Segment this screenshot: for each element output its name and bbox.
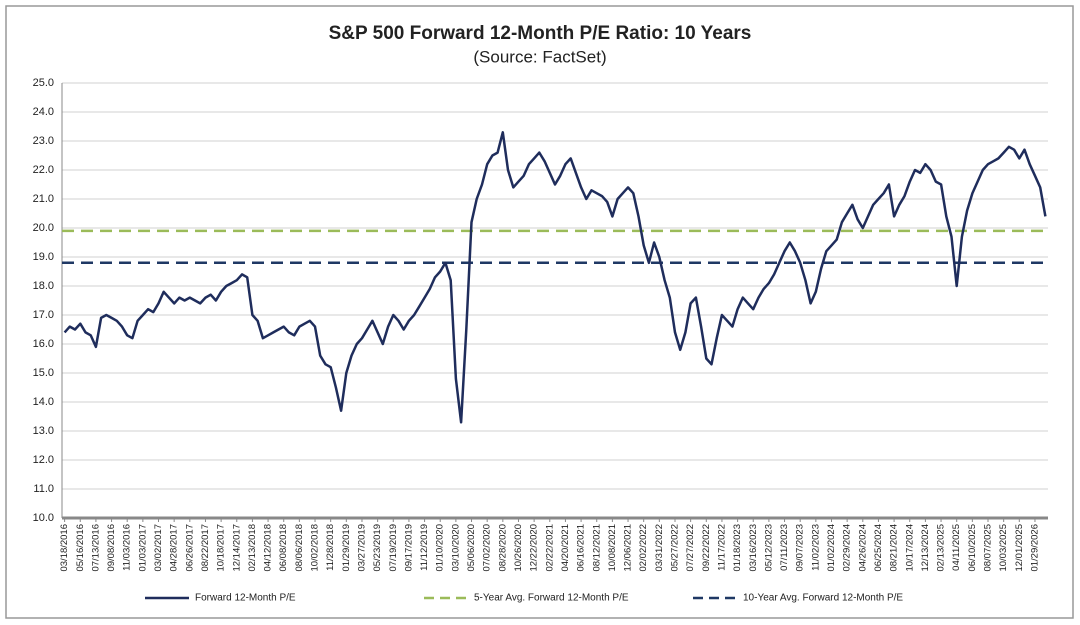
y-tick-label: 13.0 [33, 425, 54, 437]
x-tick-label: 09/22/2022 [701, 524, 712, 572]
x-tick-label: 04/28/2017 [169, 524, 180, 572]
x-tick-label: 07/19/2019 [388, 524, 399, 572]
x-tick-label: 08/21/2024 [889, 524, 900, 572]
x-tick-label: 02/13/2025 [936, 524, 947, 572]
x-tick-label: 01/02/2024 [826, 524, 837, 572]
x-tick-label: 11/03/2016 [122, 524, 133, 571]
x-tick-label: 02/02/2022 [638, 524, 649, 572]
x-tick-label: 05/27/2022 [670, 524, 681, 572]
y-tick-label: 21.0 [33, 193, 54, 205]
x-tick-label: 10/08/2021 [607, 524, 618, 572]
y-tick-label: 15.0 [33, 367, 54, 379]
y-tick-label: 22.0 [33, 164, 54, 176]
x-tick-label: 08/06/2018 [294, 524, 305, 572]
x-tick-label: 01/10/2020 [435, 524, 446, 572]
x-tick-label: 09/08/2016 [106, 524, 117, 572]
legend-label: 10-Year Avg. Forward 12-Month P/E [743, 593, 903, 604]
x-tick-label: 08/22/2017 [200, 524, 211, 572]
x-tick-label: 04/12/2018 [263, 524, 274, 572]
x-tick-label: 02/22/2021 [544, 524, 555, 572]
x-tick-label: 06/16/2021 [576, 524, 587, 572]
y-tick-label: 25.0 [33, 77, 54, 89]
x-tick-label: 12/13/2024 [920, 524, 931, 572]
chart-subtitle: (Source: FactSet) [473, 47, 606, 66]
x-tick-label: 10/26/2020 [513, 524, 524, 572]
x-tick-label: 08/12/2021 [591, 524, 602, 572]
x-tick-label: 11/28/2018 [325, 524, 336, 571]
x-tick-label: 05/16/2016 [75, 524, 86, 572]
x-tick-label: 03/02/2017 [153, 524, 164, 572]
x-tick-label: 07/11/2023 [779, 524, 790, 571]
line-series [63, 131, 1047, 424]
y-tick-label: 10.0 [33, 512, 54, 524]
x-tick-label: 06/10/2025 [967, 524, 978, 572]
x-tick-label: 10/18/2017 [216, 524, 227, 572]
y-tick-label: 19.0 [33, 251, 54, 263]
x-tick-label: 04/11/2025 [951, 524, 962, 571]
x-tick-label: 05/06/2020 [466, 524, 477, 572]
x-tick-label: 09/17/2019 [403, 524, 414, 572]
x-tick-label: 08/07/2025 [983, 524, 994, 572]
y-tick-label: 20.0 [33, 222, 54, 234]
x-tick-label: 11/17/2022 [716, 524, 727, 571]
x-tick-label: 03/27/2019 [356, 524, 367, 572]
y-tick-label: 24.0 [33, 106, 54, 118]
x-tick-label: 01/29/2026 [1029, 524, 1040, 572]
x-tick-label: 07/02/2020 [482, 524, 493, 572]
chart-title: S&P 500 Forward 12-Month P/E Ratio: 10 Y… [329, 23, 752, 44]
x-tick-label: 11/02/2023 [810, 524, 821, 571]
x-tick-label: 01/03/2017 [137, 524, 148, 572]
chart-border [5, 5, 1074, 619]
legend-label: Forward 12-Month P/E [195, 593, 296, 604]
x-tick-label: 05/23/2019 [372, 524, 383, 572]
x-tick-label: 05/12/2023 [763, 524, 774, 572]
x-tick-label: 02/29/2024 [842, 524, 853, 572]
y-tick-label: 23.0 [33, 135, 54, 147]
y-tick-label: 16.0 [33, 338, 54, 350]
x-tick-label: 12/22/2020 [529, 524, 540, 572]
y-tick-label: 11.0 [33, 483, 54, 495]
x-tick-label: 09/07/2023 [795, 524, 806, 572]
x-tick-label: 10/02/2018 [310, 524, 321, 572]
x-tick-label: 12/06/2021 [623, 524, 634, 572]
x-tick-label: 07/13/2016 [90, 524, 101, 572]
x-tick-label: 02/13/2018 [247, 524, 258, 572]
x-tick-label: 03/16/2023 [748, 524, 759, 572]
y-tick-label: 17.0 [33, 309, 54, 321]
x-tick-label: 08/28/2020 [497, 524, 508, 572]
x-tick-label: 11/12/2019 [419, 524, 430, 571]
x-tick-label: 04/26/2024 [857, 524, 868, 572]
x-tick-label: 10/17/2024 [904, 524, 915, 572]
x-tick-label: 10/03/2025 [998, 524, 1009, 572]
x-tick-label: 01/29/2019 [341, 524, 352, 572]
y-tick-label: 12.0 [33, 454, 54, 466]
y-tick-label: 18.0 [33, 280, 54, 292]
x-tick-label: 06/26/2017 [184, 524, 195, 572]
x-tick-label: 06/08/2018 [278, 524, 289, 572]
x-tick-label: 07/27/2022 [685, 524, 696, 572]
x-tick-label: 03/31/2022 [654, 524, 665, 572]
x-tick-label: 03/18/2016 [59, 524, 70, 572]
x-tick-label: 03/10/2020 [450, 524, 461, 572]
x-tick-label: 12/14/2017 [231, 524, 242, 572]
y-tick-label: 14.0 [33, 396, 54, 408]
legend-label: 5-Year Avg. Forward 12-Month P/E [474, 593, 629, 604]
x-tick-label: 12/01/2025 [1014, 524, 1025, 572]
x-tick-label: 04/20/2021 [560, 524, 571, 572]
x-tick-label: 01/18/2023 [732, 524, 743, 572]
x-tick-label: 06/25/2024 [873, 524, 884, 572]
